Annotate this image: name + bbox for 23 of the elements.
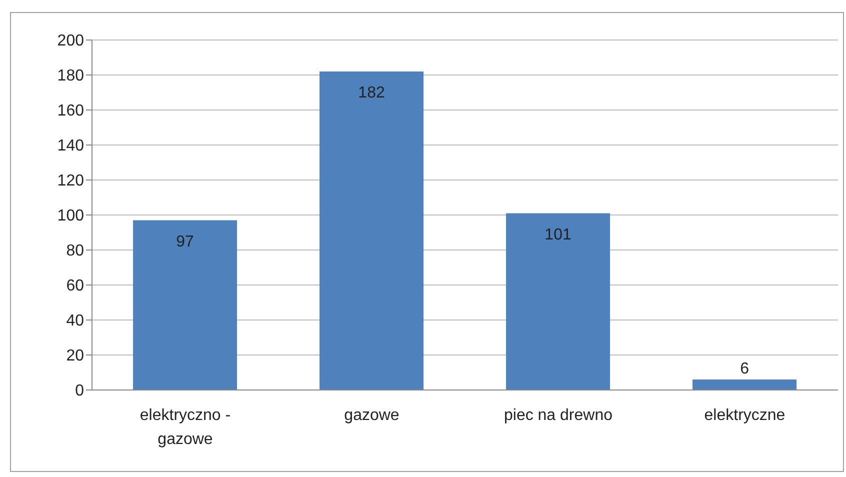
y-tick-label: 200: [57, 32, 84, 50]
y-tick-label: 100: [57, 208, 84, 225]
y-tick-label: 0: [75, 382, 84, 400]
x-tick-label: piec na drewno: [504, 407, 613, 424]
bar: [506, 213, 610, 390]
y-tick-label: 140: [57, 138, 84, 155]
bar: [320, 72, 424, 390]
y-tick-label: 60: [66, 278, 84, 295]
data-label: 97: [176, 233, 194, 250]
x-tick-label: gazowe: [344, 407, 400, 424]
data-label: 182: [358, 84, 385, 102]
y-tick-label: 20: [66, 348, 84, 365]
y-tick-label: 180: [57, 68, 84, 85]
x-tick-label: elektryczne: [704, 407, 786, 424]
data-label: 101: [544, 226, 572, 244]
y-tick-label: 120: [57, 172, 84, 190]
y-tick-label: 40: [66, 312, 84, 330]
x-tick-label: elektryczno - gazowe: [140, 407, 231, 448]
data-label: 6: [740, 360, 750, 378]
bar: [133, 220, 238, 390]
bar: [692, 380, 797, 390]
y-tick-label: 80: [66, 242, 84, 260]
y-tick-label: 160: [57, 102, 84, 120]
